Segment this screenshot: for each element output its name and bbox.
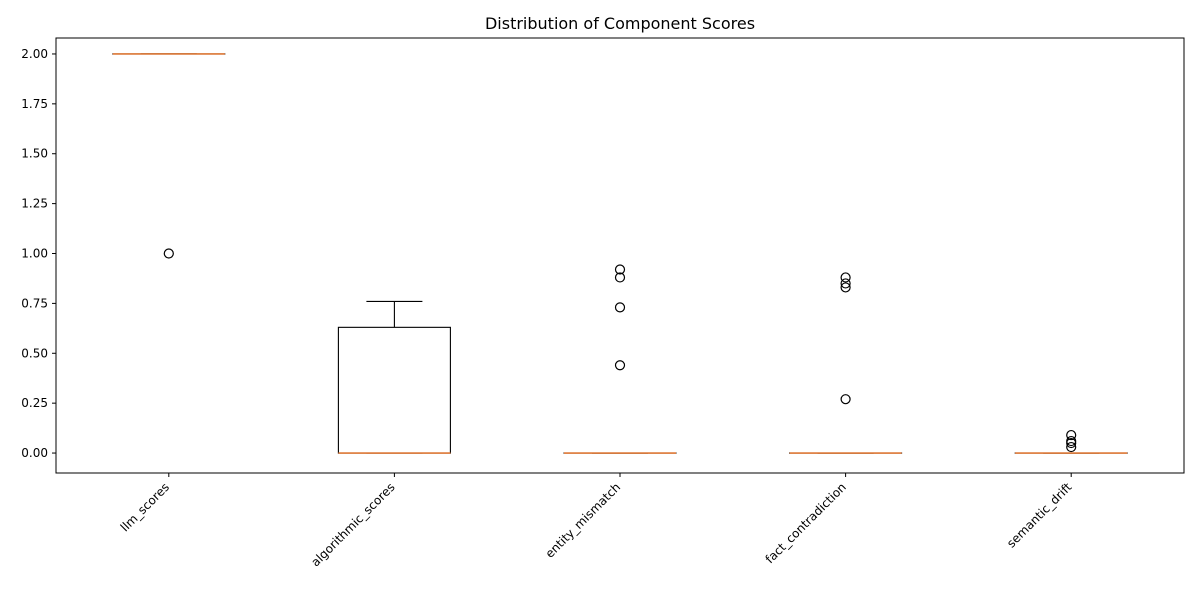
flier-point xyxy=(614,272,626,283)
y-tick-label: 1.75 xyxy=(21,97,48,111)
y-tick-label: 0.50 xyxy=(21,346,48,360)
boxes xyxy=(112,53,1128,454)
flier-point xyxy=(163,248,174,259)
flier-point xyxy=(1066,429,1077,441)
flier-point xyxy=(1066,441,1077,453)
y-tick-label: 0.25 xyxy=(21,396,48,410)
flier-point xyxy=(840,272,851,283)
box-iqr xyxy=(337,326,451,454)
flier-point xyxy=(840,394,851,405)
y-axis: 0.00 0.25 0.50 0.75 1.00 1.25 1.50 1.75 2.00 xyxy=(21,47,56,460)
y-tick-label: 1.00 xyxy=(21,247,48,261)
x-tick-label: semantic_drift xyxy=(1004,480,1075,551)
box-group-fact_contradiction xyxy=(789,272,903,454)
plot-area xyxy=(55,37,1185,474)
chart-title: Distribution of Component Scores xyxy=(485,14,755,33)
box-group-entity_mismatch xyxy=(563,264,677,454)
x-tick-label: llm_scores xyxy=(118,480,172,534)
flier-point xyxy=(840,282,851,293)
flier-point xyxy=(614,302,626,313)
box-group-algorithmic_scores xyxy=(337,300,451,454)
y-tick-label: 0.75 xyxy=(21,296,48,310)
y-tick-label: 2.00 xyxy=(21,47,48,61)
flier-point xyxy=(614,360,626,371)
y-tick-label: 0.00 xyxy=(21,446,48,460)
x-tick-label: entity_mismatch xyxy=(543,480,624,561)
x-axis: llm_scores algorithmic_scores entity_misma… xyxy=(118,473,1075,569)
y-tick-label: 1.50 xyxy=(21,147,48,161)
flier-point xyxy=(840,278,851,289)
y-tick-label: 1.25 xyxy=(21,197,48,211)
box-group-semantic_drift xyxy=(1014,429,1128,454)
box-group-llm_scores xyxy=(112,53,226,259)
x-tick-label: algorithmic_scores xyxy=(308,480,397,569)
flier-point xyxy=(1066,435,1077,447)
flier-point xyxy=(614,264,626,275)
x-tick-label: fact_contradiction xyxy=(763,480,849,566)
